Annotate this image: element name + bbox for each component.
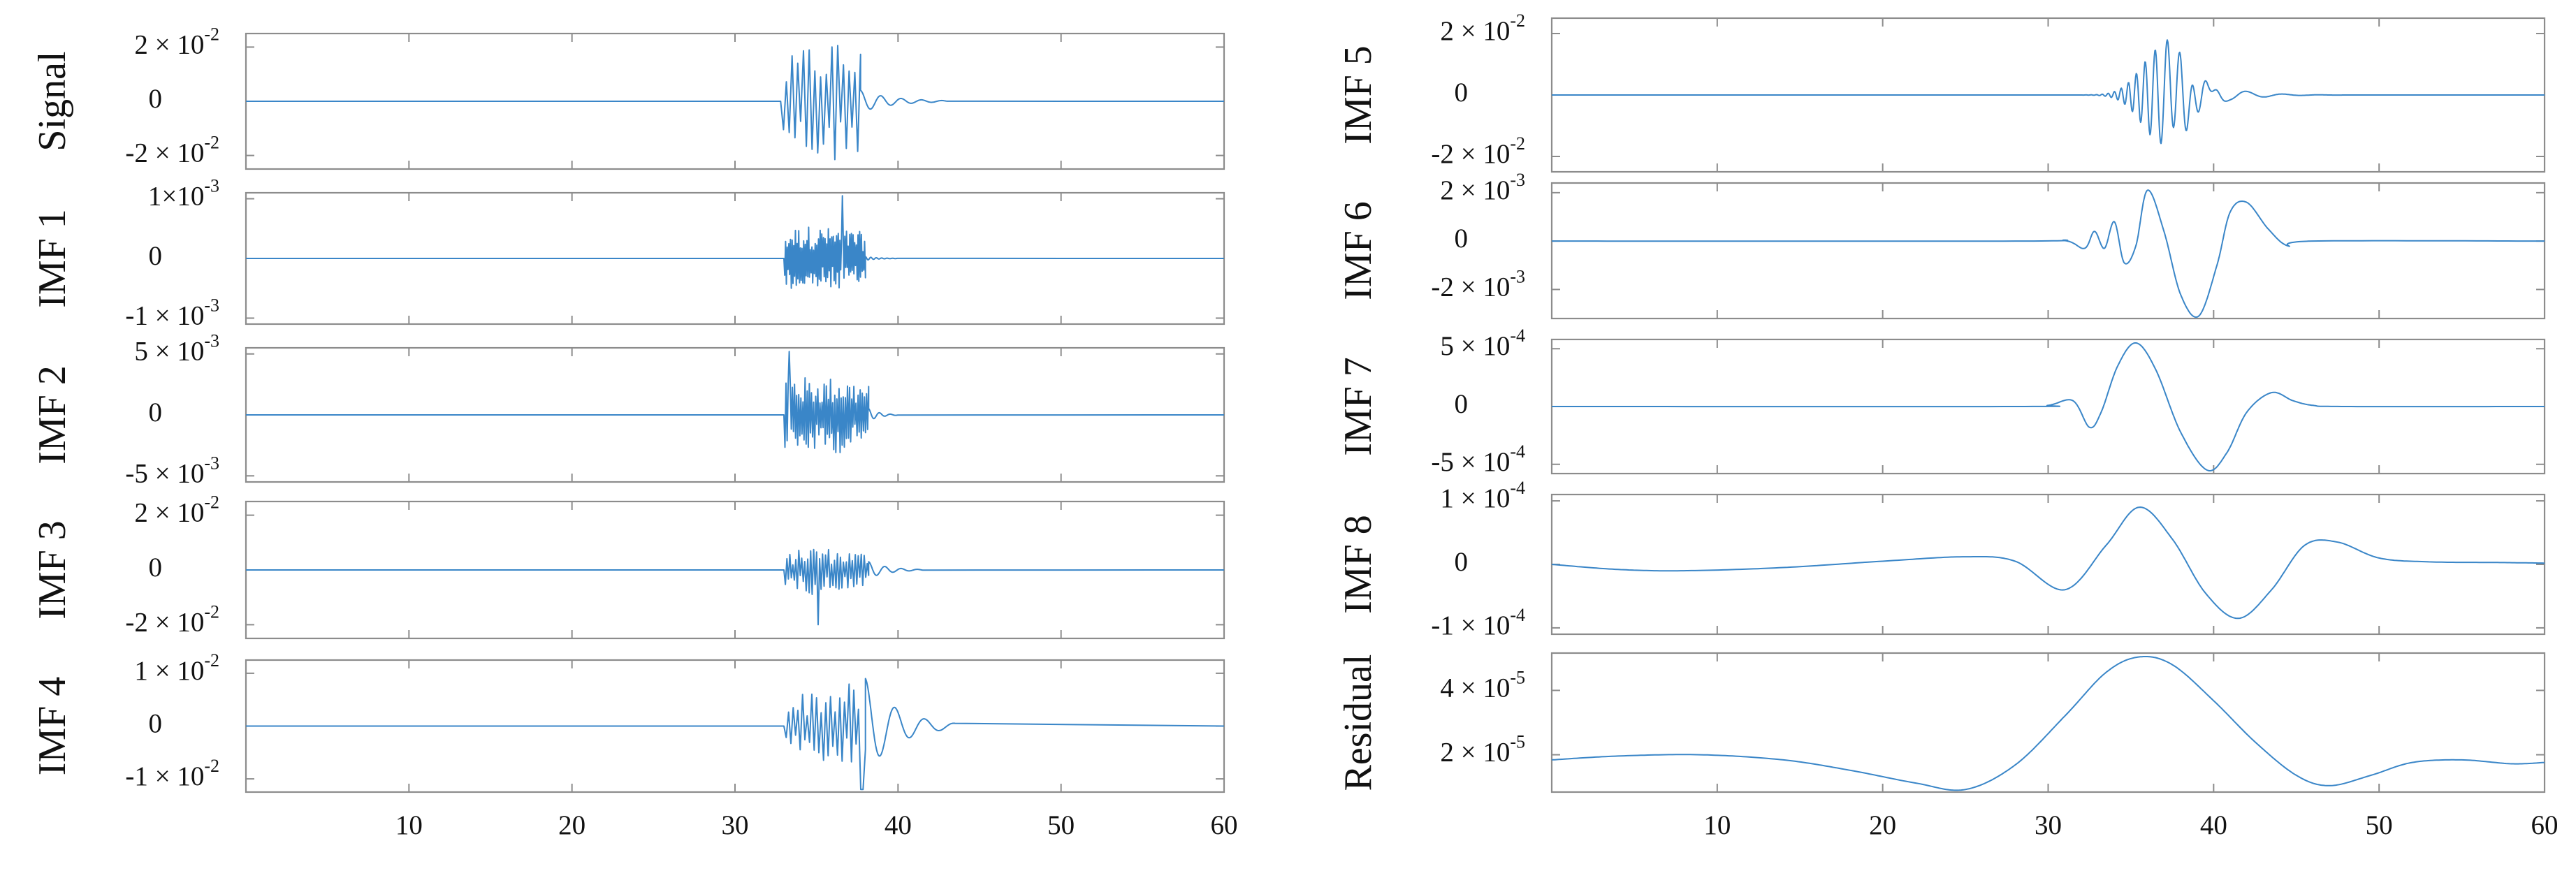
series-line — [246, 351, 1224, 453]
y-tick-label: 2 × 10-2 — [134, 24, 219, 59]
series-line — [1552, 189, 2545, 318]
y-axis-label: Signal — [31, 51, 74, 151]
y-tick-label: 2 × 10-2 — [134, 492, 219, 528]
y-tick-label: 2 × 10-2 — [1440, 10, 1525, 46]
y-tick-label: 0 — [149, 241, 163, 271]
y-tick-label: 0 — [1455, 547, 1469, 577]
y-tick-label: 4 × 10-5 — [1440, 667, 1525, 703]
series-line — [1552, 506, 2545, 620]
plot-frame — [1550, 182, 2546, 320]
x-tick-label: 50 — [2366, 810, 2393, 840]
y-tick-label: 0 — [149, 397, 163, 427]
subplot-residual: Residual 4 × 10-5 2 × 10-5 10 20 30 40 50 60 — [1337, 652, 2559, 840]
y-tick-label: 5 × 10-4 — [1440, 325, 1525, 361]
plot-frame — [1550, 652, 2546, 793]
y-tick-label: 0 — [149, 552, 163, 583]
y-tick-label: -2 × 10-2 — [1431, 133, 1525, 169]
y-axis-label: IMF 4 — [31, 677, 74, 776]
y-tick-label: 0 — [1455, 78, 1469, 108]
subplot-imf-8: IMF 8 1 × 10-4 0 -1 × 10-4 — [1337, 478, 2546, 641]
y-tick-label: 1×10-3 — [148, 176, 219, 212]
subplot-imf-3: IMF 3 2 × 10-2 0 -2 × 10-2 — [31, 492, 1225, 640]
y-axis-label: Residual — [1337, 654, 1380, 791]
y-tick-label: -1 × 10-2 — [125, 756, 219, 791]
y-tick-label: -5 × 10-3 — [125, 453, 219, 488]
y-axis-label: IMF 1 — [31, 209, 74, 308]
subplot-signal: Signal 2 × 10-2 0 -2 × 10-2 — [31, 24, 1225, 170]
x-tick-label: 20 — [1869, 810, 1896, 840]
subplot-imf-5: IMF 5 2 × 10-2 0 -2 × 10-2 — [1337, 10, 2546, 173]
y-axis-label: IMF 7 — [1337, 357, 1380, 456]
y-tick-label: 0 — [149, 708, 163, 738]
x-tick-label: 10 — [1703, 810, 1731, 840]
x-tick-label: 10 — [395, 810, 423, 840]
x-tick-label: 40 — [885, 810, 912, 840]
y-tick-label: 5 × 10-3 — [134, 331, 219, 367]
series-line — [246, 195, 1224, 289]
series-line — [1552, 656, 2545, 791]
subplot-imf-6: IMF 6 2 × 10-3 0 -2 × 10-3 — [1337, 170, 2546, 320]
y-axis-label: IMF 3 — [31, 520, 74, 620]
x-tick-label: 40 — [2200, 810, 2227, 840]
y-tick-label: 1 × 10-2 — [134, 650, 219, 686]
x-tick-label: 30 — [722, 810, 749, 840]
y-tick-label: 0 — [1455, 389, 1469, 419]
subplot-imf-4: IMF 4 1 × 10-2 0 -1 × 10-2 10 20 30 40 50 60 — [31, 650, 1238, 840]
subplot-imf-2: IMF 2 5 × 10-3 0 -5 × 10-3 — [31, 331, 1225, 488]
y-tick-label: 2 × 10-3 — [1440, 170, 1525, 205]
y-tick-label: 1 × 10-4 — [1440, 478, 1525, 513]
y-tick-label: -2 × 10-2 — [125, 601, 219, 637]
subplot-imf-1: IMF 1 1×10-3 0 -1 × 10-3 — [31, 176, 1225, 330]
y-tick-label: -1 × 10-4 — [1431, 605, 1525, 641]
x-tick-label: 60 — [2531, 810, 2559, 840]
subplot-imf-7: IMF 7 5 × 10-4 0 -5 × 10-4 — [1337, 325, 2546, 477]
y-axis-label: IMF 5 — [1337, 45, 1380, 145]
x-tick-label: 20 — [558, 810, 585, 840]
series-line — [246, 548, 1224, 626]
plot-frame — [1550, 493, 2546, 636]
series-line — [246, 678, 1224, 791]
y-tick-label: 0 — [149, 84, 163, 114]
y-axis-label: IMF 6 — [1337, 201, 1380, 300]
y-tick-label: 2 × 10-5 — [1440, 732, 1525, 768]
y-tick-label: -5 × 10-4 — [1431, 441, 1525, 477]
series-line — [1552, 39, 2545, 145]
y-axis-label: IMF 2 — [31, 365, 74, 464]
y-tick-label: -2 × 10-3 — [1431, 266, 1525, 302]
series-line — [1552, 342, 2545, 471]
x-tick-label: 50 — [1047, 810, 1075, 840]
y-tick-label: -2 × 10-2 — [125, 133, 219, 168]
y-tick-label: -1 × 10-3 — [125, 295, 219, 330]
series-line — [246, 45, 1224, 161]
y-tick-label: 0 — [1455, 224, 1469, 254]
x-tick-label: 30 — [2035, 810, 2062, 840]
x-tick-label: 60 — [1211, 810, 1238, 840]
y-axis-label: IMF 8 — [1337, 515, 1380, 614]
